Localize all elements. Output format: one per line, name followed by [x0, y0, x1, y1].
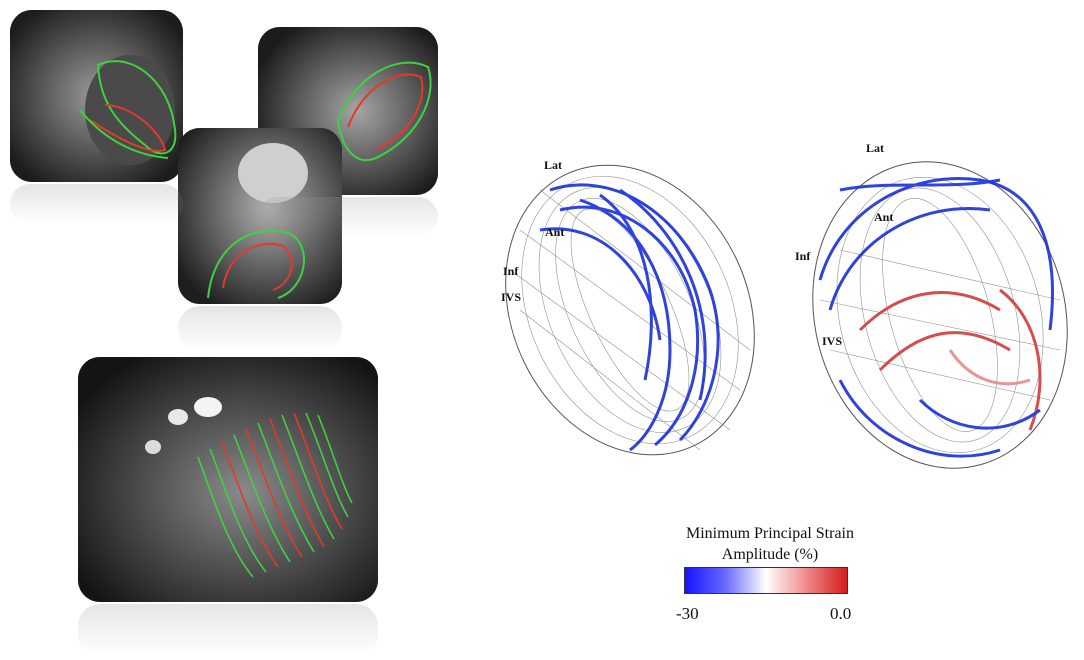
- colorbar-min-label: -30: [676, 604, 699, 623]
- strain-colorbar: [684, 567, 848, 594]
- mri-reflection: [258, 197, 438, 237]
- colorbar-title-line2: Amplitude (%): [721, 546, 819, 563]
- label-ant-left: Ant: [545, 225, 565, 239]
- colorbar-max-label: 0.0: [830, 604, 852, 623]
- mri-reflection: [10, 184, 183, 224]
- label-lat-right: Lat: [866, 141, 884, 155]
- mri-four-chamber-view: [178, 128, 342, 304]
- label-inf-right: Inf: [795, 249, 811, 263]
- colorbar-title-line1: Minimum Principal Strain: [686, 525, 854, 542]
- mri-reflection: [178, 306, 342, 351]
- label-inf-left: Inf: [503, 264, 519, 278]
- label-lat-left: Lat: [544, 158, 562, 172]
- label-ivs-right: IVS: [822, 334, 843, 348]
- mri-two-chamber-view: [10, 10, 183, 182]
- lv-strain-model-left: [505, 164, 755, 456]
- colorbar-title: Minimum Principal Strain Amplitude (%): [620, 523, 920, 565]
- lv-strain-model-right: [812, 161, 1068, 469]
- label-ant-right: Ant: [874, 210, 894, 224]
- label-ivs-left: IVS: [501, 290, 522, 304]
- mri-reflection: [78, 604, 378, 656]
- mri-tagged-short-axis-view: [78, 357, 378, 602]
